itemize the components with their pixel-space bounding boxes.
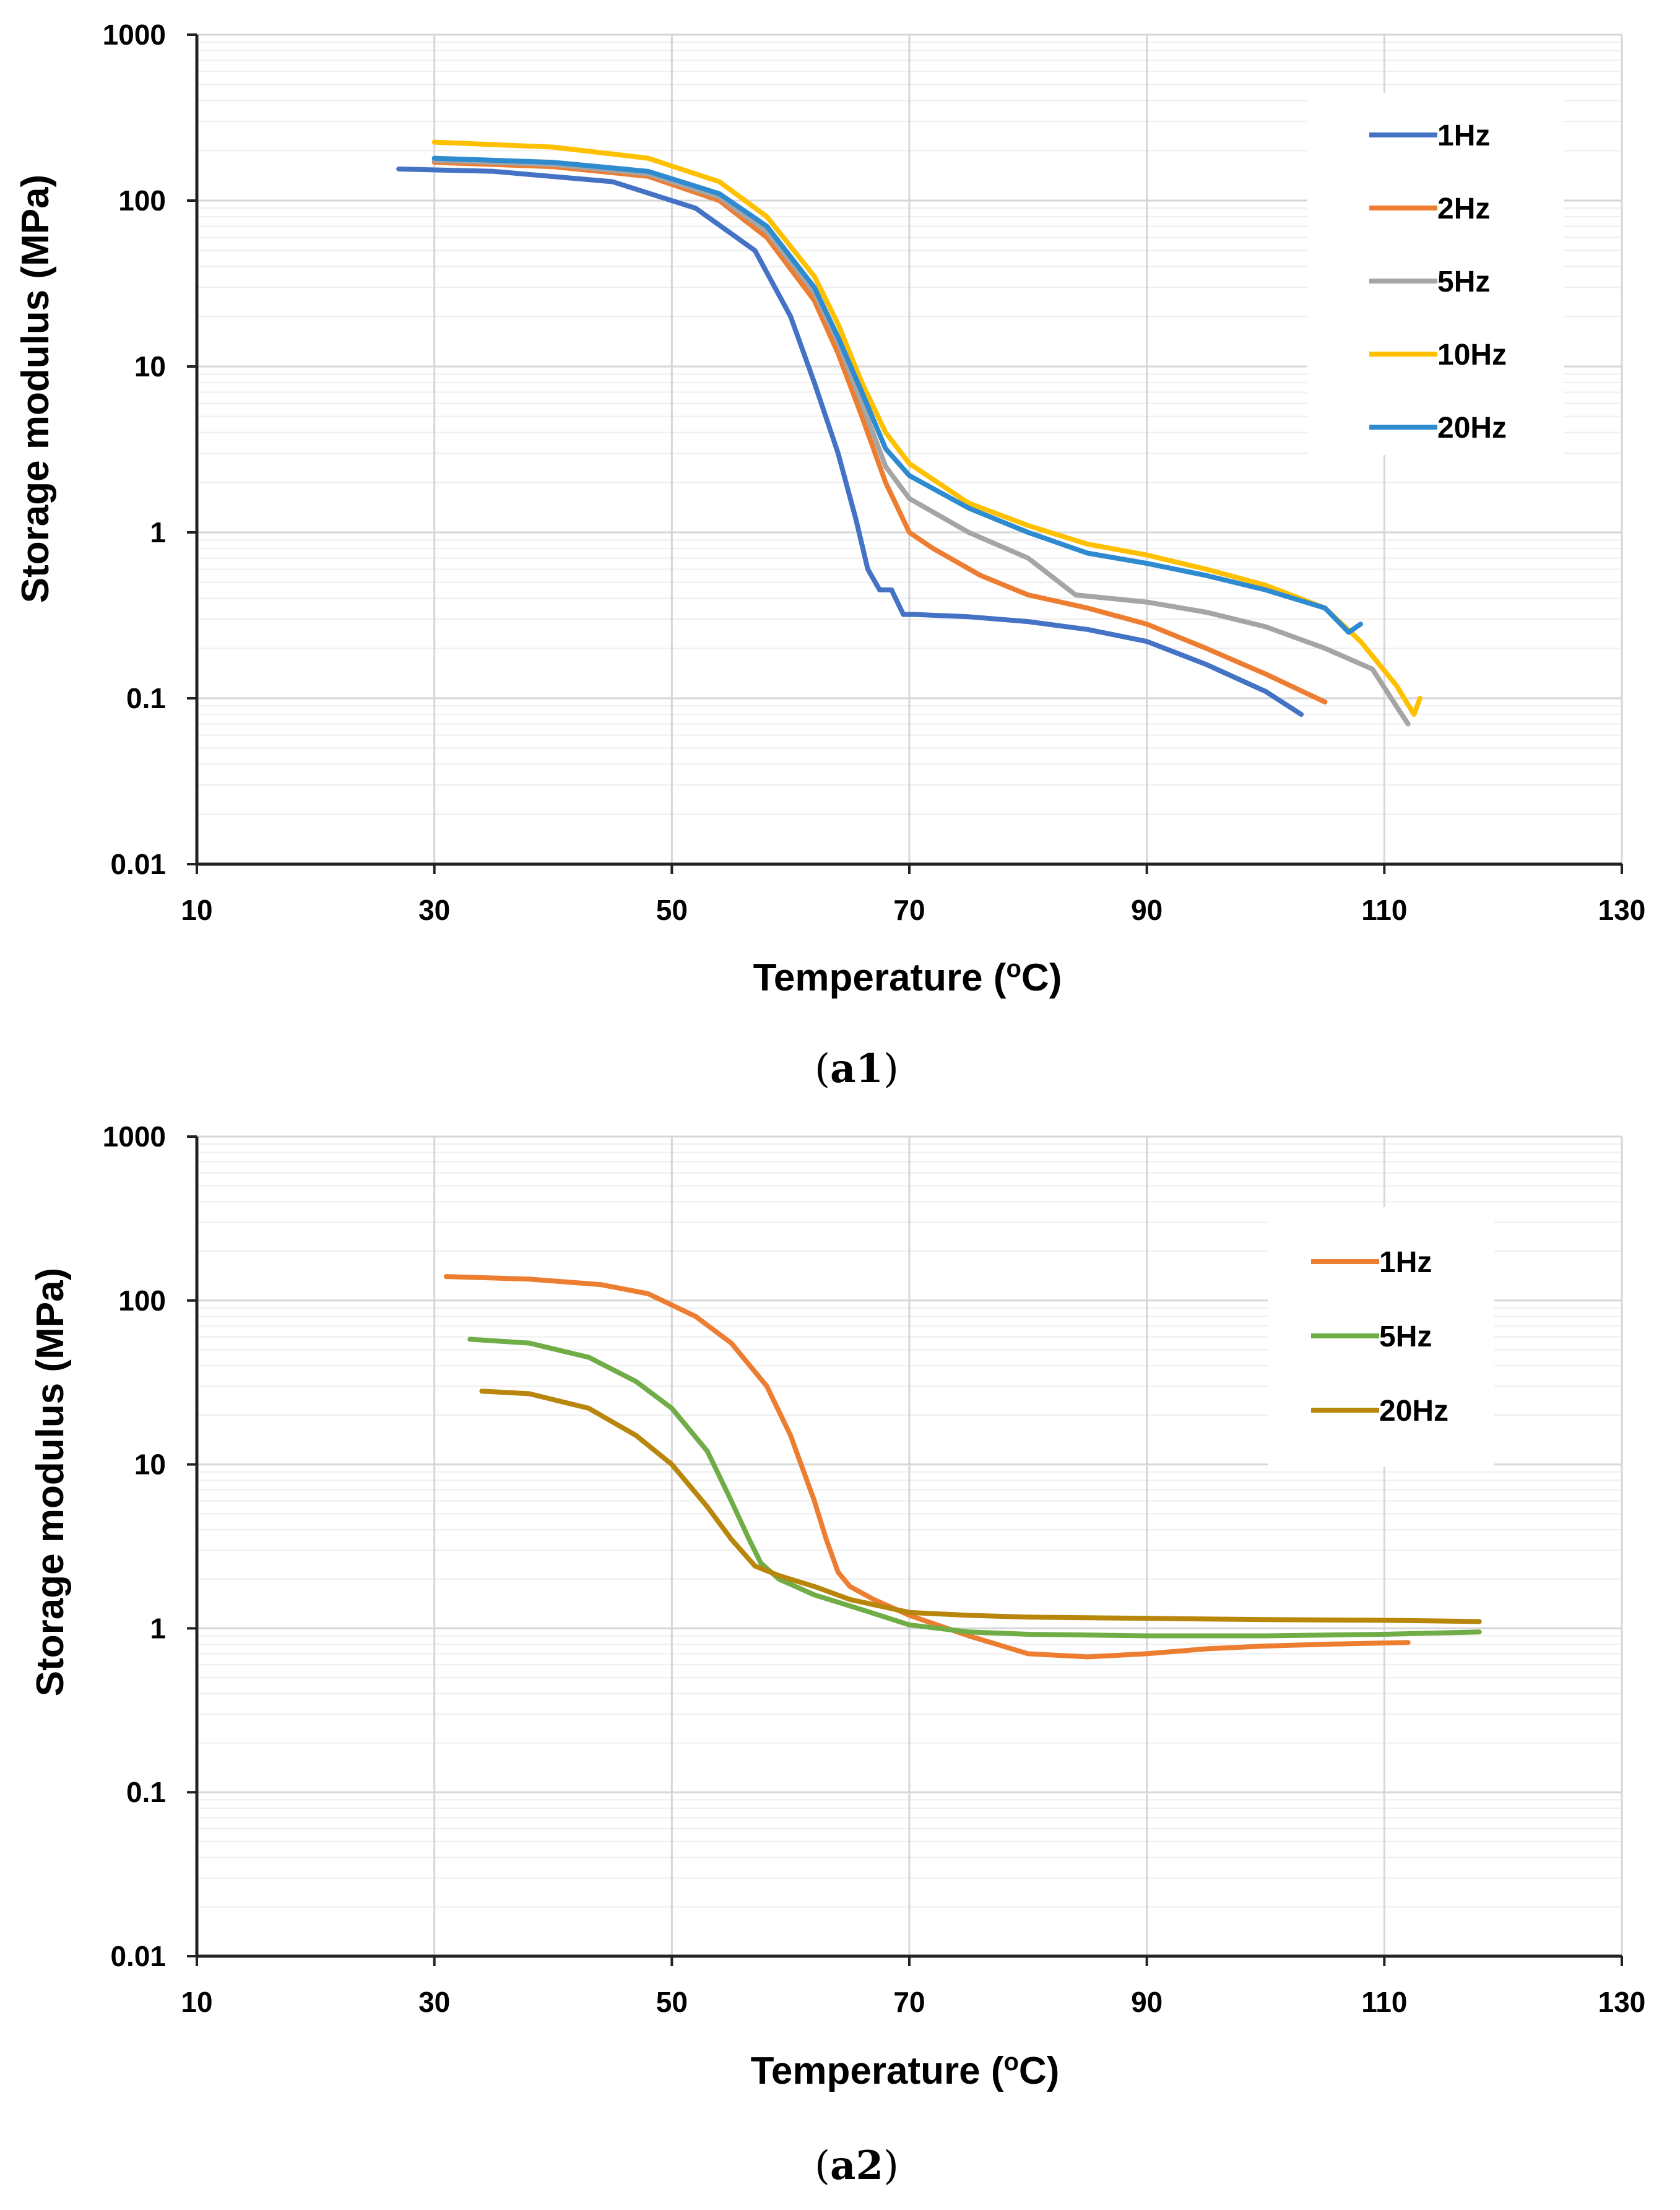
x-tick-label: 30 xyxy=(418,894,450,926)
series-layer xyxy=(396,139,1422,727)
legend-label-5hz: 5Hz xyxy=(1379,1320,1432,1353)
caption-open-paren: ( xyxy=(815,2143,830,2189)
caption-close-paren: ) xyxy=(883,2143,899,2189)
y-tick-label: 0.01 xyxy=(110,1940,166,1972)
x-tick-label: 50 xyxy=(656,1986,688,2018)
y-tick-label: 10 xyxy=(134,350,166,383)
x-axis-title-end: C) xyxy=(1019,2050,1059,2092)
x-tick-label: 130 xyxy=(1598,894,1646,926)
x-tick-labels: 10 30 50 70 90 110 130 xyxy=(181,1986,1645,2018)
x-axis-title: Temperature (oC) xyxy=(753,955,1062,999)
caption-label: a2 xyxy=(830,2143,883,2189)
grid xyxy=(196,1135,1623,1957)
series-line-1hz xyxy=(443,1274,1411,1660)
legend-label-10hz: 10Hz xyxy=(1437,339,1507,371)
series-line-20hz xyxy=(431,155,1363,635)
legend-label-20hz: 20Hz xyxy=(1379,1395,1448,1428)
legend: 1Hz 2Hz 5Hz 10Hz 20Hz xyxy=(1307,93,1564,455)
x-tick-label: 50 xyxy=(656,894,688,926)
y-tick-label: 10 xyxy=(134,1449,166,1481)
axes xyxy=(187,1135,1623,1966)
legend-label-1hz: 1Hz xyxy=(1437,119,1490,152)
series-line-5hz xyxy=(431,157,1411,727)
legend-entries: 1Hz 5Hz 20Hz xyxy=(1311,1246,1448,1428)
x-tick-label: 90 xyxy=(1131,894,1163,926)
y-tick-label: 100 xyxy=(118,184,166,217)
x-tick-label: 30 xyxy=(418,1986,450,2018)
legend-background xyxy=(1307,93,1564,455)
y-axis-title: Storage modulus (MPa) xyxy=(29,1268,72,1696)
x-tick-labels: 10 30 50 70 90 110 130 xyxy=(181,894,1645,926)
x-axis-title-main: Temperature ( xyxy=(751,2050,1004,2092)
x-tick-label: 70 xyxy=(893,894,925,926)
legend-label-2hz: 2Hz xyxy=(1437,193,1490,225)
y-tick-label: 1000 xyxy=(103,1120,166,1153)
caption-open-paren: ( xyxy=(815,1046,830,1092)
caption-a1: (a1) xyxy=(815,1046,899,1092)
series-layer xyxy=(443,1274,1482,1660)
x-axis-title-superscript: o xyxy=(1003,2048,1018,2076)
x-axis-title: Temperature (oC) xyxy=(751,2048,1060,2092)
y-tick-labels: 0.01 0.1 1 10 100 1000 xyxy=(103,1120,166,1972)
axes xyxy=(187,33,1623,874)
y-tick-label: 100 xyxy=(118,1285,166,1317)
caption-a2: (a2) xyxy=(815,2143,899,2189)
legend-label-5hz: 5Hz xyxy=(1437,266,1490,298)
x-axis-title-end: C) xyxy=(1021,956,1062,999)
x-tick-label: 10 xyxy=(181,894,212,926)
legend-entries: 1Hz 2Hz 5Hz 10Hz 20Hz xyxy=(1369,119,1507,444)
y-tick-label: 0.1 xyxy=(126,1776,166,1808)
y-tick-label: 1 xyxy=(150,516,166,548)
legend-label-20hz: 20Hz xyxy=(1437,412,1507,444)
x-tick-label: 110 xyxy=(1361,1986,1407,2018)
x-tick-label: 10 xyxy=(181,1986,212,2018)
y-axis-title: Storage modulus (MPa) xyxy=(14,175,57,603)
y-tick-label: 0.01 xyxy=(110,848,166,880)
caption-label: a1 xyxy=(830,1046,883,1092)
x-axis-title-superscript: o xyxy=(1006,955,1021,982)
series-line-20hz xyxy=(479,1389,1482,1624)
y-tick-label: 1000 xyxy=(103,19,166,51)
x-axis-title-main: Temperature ( xyxy=(753,956,1007,999)
series-line-2hz xyxy=(431,160,1328,704)
legend: 1Hz 5Hz 20Hz xyxy=(1268,1207,1494,1467)
series-line-1hz xyxy=(396,167,1304,717)
legend-label-1hz: 1Hz xyxy=(1379,1246,1432,1279)
y-tick-label: 1 xyxy=(150,1612,166,1644)
x-tick-label: 70 xyxy=(893,1986,925,2018)
legend-background xyxy=(1268,1207,1494,1467)
x-tick-label: 110 xyxy=(1361,894,1407,926)
x-tick-label: 90 xyxy=(1131,1986,1163,2018)
y-tick-label: 0.1 xyxy=(126,682,166,714)
series-line-5hz xyxy=(467,1337,1482,1639)
x-tick-label: 130 xyxy=(1598,1986,1646,2018)
y-tick-labels: 0.01 0.1 1 10 100 1000 xyxy=(103,19,166,880)
caption-close-paren: ) xyxy=(883,1046,899,1092)
